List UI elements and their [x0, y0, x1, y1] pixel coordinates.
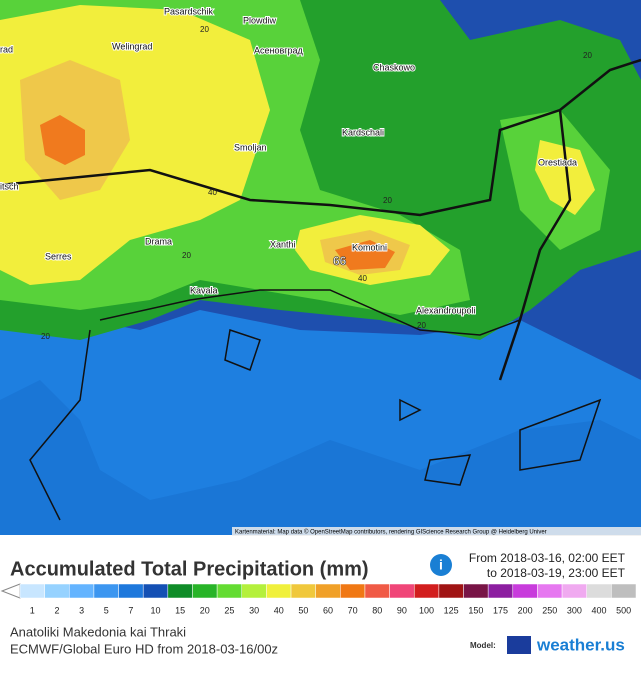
legend: Accumulated Total Precipitation (mm) i F…	[0, 551, 637, 615]
color-swatch	[340, 583, 366, 599]
map: Kartenmaterial: Map data © OpenStreetMap…	[0, 0, 641, 536]
scale-label: 400	[592, 605, 607, 615]
period-to: to 2018-03-19, 23:00 EET	[487, 566, 626, 580]
color-swatch	[241, 583, 267, 599]
scale-label: 15	[175, 605, 185, 615]
contour-label: 20	[41, 332, 50, 341]
color-swatch	[364, 583, 390, 599]
color-swatch	[290, 583, 316, 599]
color-swatch	[586, 583, 612, 599]
contour-label: 20	[417, 321, 426, 330]
place-label: Kardschali	[342, 127, 384, 137]
attribution: Kartenmaterial: Map data © OpenStreetMap…	[235, 529, 547, 536]
scale-label: 50	[298, 605, 308, 615]
color-swatch	[512, 583, 538, 599]
place-label: Pasardschik	[164, 6, 214, 16]
model-run: ECMWF/Global Euro HD from 2018-03-16/00z	[10, 641, 278, 656]
color-swatch	[167, 583, 193, 599]
scale-label: 5	[104, 605, 109, 615]
color-swatch	[413, 583, 440, 599]
color-swatch	[438, 583, 464, 599]
place-label: Drama	[145, 236, 172, 246]
place-label: Асеновград	[254, 45, 304, 55]
place-label: Plowdiw	[243, 15, 277, 25]
color-swatch	[216, 583, 243, 599]
place-label: Serres	[45, 251, 72, 261]
info-glyph: i	[439, 557, 443, 573]
color-swatch	[561, 583, 587, 599]
scale-label: 125	[444, 605, 459, 615]
color-swatch	[315, 583, 341, 599]
color-swatch	[192, 583, 218, 599]
scale-label: 2	[54, 605, 59, 615]
contour-label: 40	[208, 188, 217, 197]
region: Anatoliki Makedonia kai Thraki	[10, 624, 186, 639]
color-swatch	[142, 583, 169, 599]
place-label: Komotini	[352, 242, 387, 252]
brand[interactable]: weather.us	[536, 635, 625, 654]
max-label: 66	[333, 254, 347, 268]
scale-label: 100	[419, 605, 434, 615]
color-swatch	[463, 583, 489, 599]
scale-label: 80	[372, 605, 382, 615]
scale-label: 30	[249, 605, 259, 615]
place-label: itsch	[0, 181, 19, 191]
color-swatch	[69, 583, 95, 599]
color-swatch	[537, 583, 563, 599]
scale-label: 90	[397, 605, 407, 615]
place-label: rad	[0, 44, 13, 54]
scale-label: 250	[542, 605, 557, 615]
scale-label: 200	[518, 605, 533, 615]
contour-labels: 20 40 20 20 40 20 20 20	[41, 25, 592, 341]
info-icon[interactable]	[430, 554, 452, 576]
place-label: Smoljan	[234, 142, 267, 152]
color-swatch	[389, 583, 415, 599]
scale-label: 150	[468, 605, 483, 615]
contour-label: 40	[358, 274, 367, 283]
scale-label: 500	[616, 605, 631, 615]
place-labels: Pasardschik Plowdiw Welingrad Асеновград…	[0, 5, 578, 316]
scale-label: 70	[348, 605, 358, 615]
place-label: Welingrad	[112, 41, 152, 51]
scale-label: 1	[30, 605, 35, 615]
legend-title: Accumulated Total Precipitation (mm)	[10, 558, 369, 580]
color-swatch	[487, 583, 514, 599]
contour-label: 20	[200, 25, 209, 34]
scale-label: 175	[493, 605, 508, 615]
color-swatch	[44, 583, 70, 599]
scale-label: 10	[151, 605, 161, 615]
place-label: Xanthi	[270, 239, 296, 249]
place-label: Chaskowo	[373, 62, 415, 72]
scale-label: 60	[323, 605, 333, 615]
place-label: Kavala	[190, 285, 218, 295]
eu-flag	[507, 636, 531, 654]
color-swatch	[19, 583, 45, 599]
color-scale: 1 2 3 5 7 10 15 20 25 30 40 50 60 70 80 90 100 125 150 175 2…	[19, 583, 637, 615]
color-swatch	[611, 583, 637, 599]
period-from: From 2018-03-16, 02:00 EET	[469, 551, 626, 565]
scale-label: 3	[79, 605, 84, 615]
contour-label: 20	[583, 51, 592, 60]
place-label: Alexandroupoli	[416, 305, 476, 315]
color-swatch	[118, 583, 144, 599]
model-label: Model:	[470, 641, 496, 650]
scale-label: 25	[224, 605, 234, 615]
footer: Anatoliki Makedonia kai Thraki ECMWF/Glo…	[10, 624, 625, 656]
scale-label: 20	[200, 605, 210, 615]
color-swatch	[93, 583, 119, 599]
scale-label: 300	[567, 605, 582, 615]
place-label: Orestiada	[538, 157, 577, 167]
contour-label: 20	[182, 251, 191, 260]
color-swatch	[266, 583, 292, 599]
contour-label: 20	[383, 196, 392, 205]
scale-label: 40	[274, 605, 284, 615]
scale-label: 7	[128, 605, 133, 615]
